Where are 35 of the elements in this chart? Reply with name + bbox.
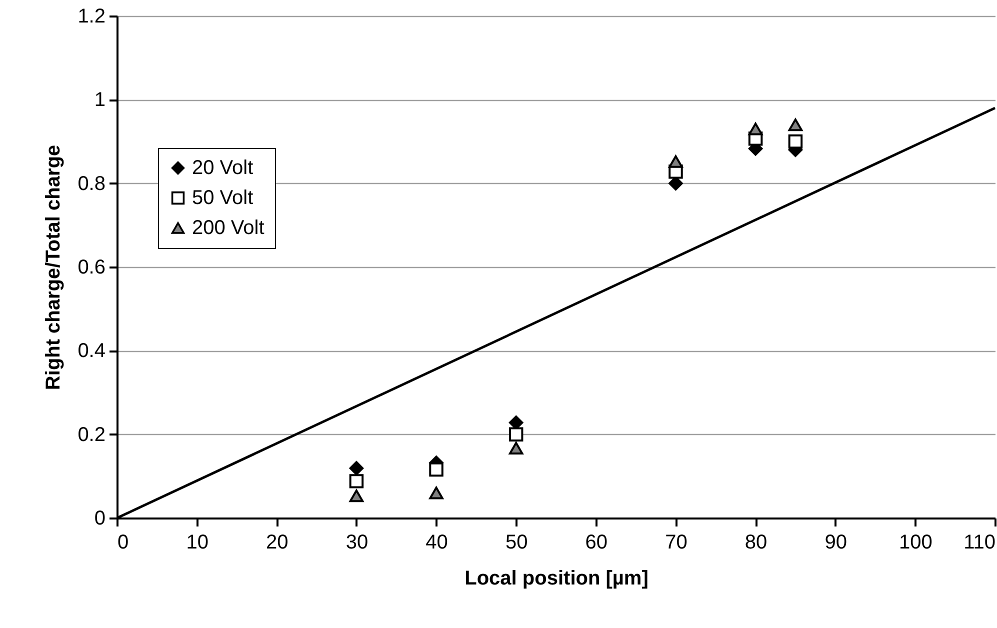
- x-tick-label: 40: [426, 532, 448, 554]
- y-axis-title: Right charge/Total charge: [42, 144, 65, 390]
- x-tick-label: 70: [665, 532, 688, 554]
- point: [349, 474, 364, 488]
- y-tick-label: 0.6: [78, 256, 106, 278]
- x-tick-label: 100: [898, 532, 932, 554]
- x-tick-label: 80: [744, 532, 768, 554]
- x-tick-label: 50: [505, 532, 528, 554]
- legend-label: 20 Volt: [192, 157, 254, 179]
- x-tick-label: 60: [585, 532, 608, 554]
- legend-label: 200 Volt: [192, 217, 265, 239]
- y-tick-label: 1: [94, 89, 106, 112]
- x-tick-label: 90: [824, 532, 847, 554]
- y-tick-label: 0.8: [78, 172, 106, 195]
- x-tick-label: 30: [346, 532, 368, 554]
- point: [668, 155, 683, 168]
- point: [349, 461, 364, 476]
- legend-label: 50 Volt: [192, 187, 254, 209]
- point: [508, 427, 524, 442]
- point: [508, 442, 524, 454]
- y-tick-label: 0: [94, 508, 106, 530]
- x-axis-title: Local position [µm]: [464, 568, 648, 590]
- point: [429, 486, 444, 500]
- x-tick-label: 0: [118, 532, 129, 554]
- point: [788, 134, 803, 149]
- point: [748, 122, 763, 136]
- x-tick-label: 20: [266, 532, 288, 554]
- y-tick-label: 0.2: [78, 424, 106, 446]
- point: [788, 118, 803, 132]
- point: [429, 462, 444, 477]
- point: [349, 490, 364, 502]
- y-tick-label: 1.2: [78, 6, 106, 28]
- y-tick-label: 0.4: [78, 340, 106, 362]
- x-tick-label: 10: [186, 532, 208, 554]
- x-tick-label: 110: [964, 532, 996, 554]
